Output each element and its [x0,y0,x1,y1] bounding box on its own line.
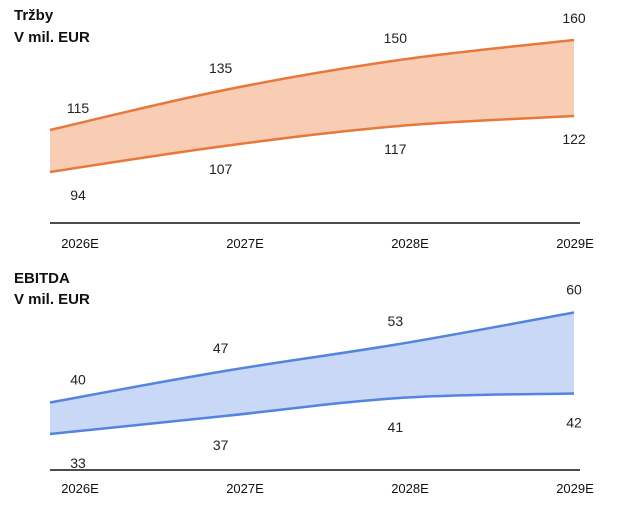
revenue-chart: Tržby V mil. EUR 2026E 2027E 2028E 2029E 11… [14,7,594,251]
revenue-chart-title: Tržby [14,7,54,24]
revenue-x-ticks: 2026E 2027E 2028E 2029E [61,236,594,251]
lower-data-label: 94 [70,187,86,203]
lower-data-label: 42 [566,415,582,431]
lower-data-label: 33 [70,455,86,471]
lower-data-label: 107 [209,161,233,177]
x-tick-label: 2026E [61,481,99,496]
upper-data-label: 53 [388,313,404,329]
revenue-range-area [50,40,574,172]
ebitda-lower-line [49,392,575,436]
upper-data-label: 150 [384,30,408,46]
upper-data-label: 60 [566,282,582,298]
revenue-data-labels: 115 135 150 160 94 107 117 122 [67,10,586,203]
x-tick-label: 2028E [391,236,429,251]
upper-data-label: 160 [562,10,586,26]
upper-data-label: 115 [67,100,90,116]
lower-data-label: 122 [562,131,586,147]
x-tick-label: 2029E [556,481,594,496]
upper-data-label: 40 [70,372,86,388]
ebitda-chart-subtitle: V mil. EUR [14,291,90,308]
ebitda-upper-line [49,311,575,404]
x-tick-label: 2027E [226,236,264,251]
ebitda-chart: EBITDA V mil. EUR 2026E 2027E 2028E 2029E 4… [14,270,594,496]
ebitda-data-labels: 40 47 53 60 33 37 41 42 [70,282,582,472]
x-tick-label: 2029E [556,236,594,251]
revenue-chart-subtitle: V mil. EUR [14,29,90,46]
revenue-upper-line [49,38,575,132]
upper-data-label: 135 [209,60,233,76]
x-tick-label: 2027E [226,481,264,496]
lower-data-label: 117 [384,141,407,157]
lower-data-label: 37 [213,437,229,453]
ebitda-range-area [50,312,574,434]
x-tick-label: 2028E [391,481,429,496]
lower-data-label: 41 [388,419,404,435]
ebitda-chart-title: EBITDA [14,270,70,287]
x-tick-label: 2026E [61,236,99,251]
revenue-lower-line [49,114,575,174]
upper-data-label: 47 [213,340,229,356]
ebitda-x-ticks: 2026E 2027E 2028E 2029E [61,481,594,496]
